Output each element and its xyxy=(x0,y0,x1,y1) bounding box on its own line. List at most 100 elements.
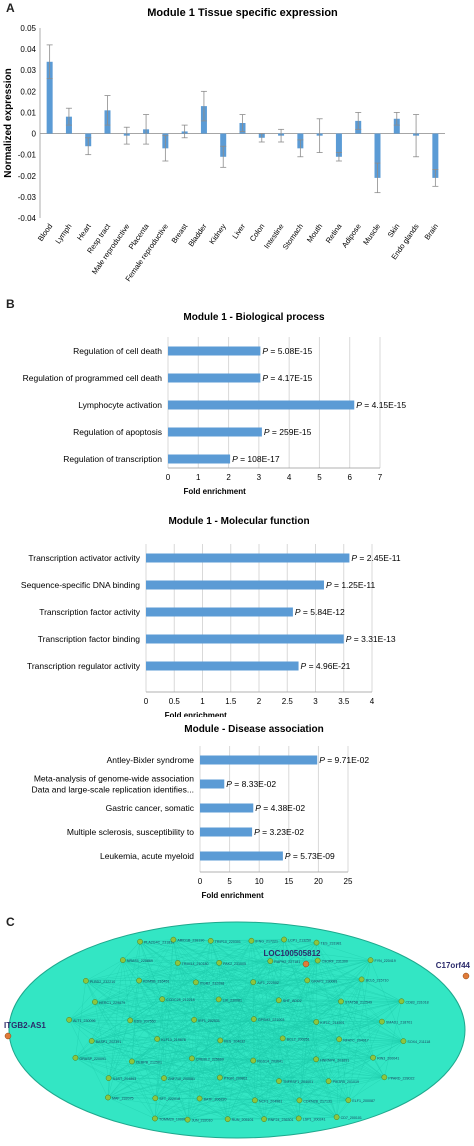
x-tick-label: 3.5 xyxy=(338,697,350,706)
network-edge xyxy=(94,1001,200,1099)
node-label: KIF1C_214591 xyxy=(320,1021,344,1025)
node-label: AIF1_222002 xyxy=(257,981,279,985)
network-edge xyxy=(131,1061,228,1120)
hub-label: ITGB2-AS1 xyxy=(4,1021,46,1030)
p-value: = 4.17E-15 xyxy=(268,373,312,383)
p-value-label: P = 5.73E-09 xyxy=(285,851,335,861)
node-label: ARID1B_238190 xyxy=(177,939,204,943)
y-tick-label: -0.03 xyxy=(18,193,37,202)
biological-process-chart: Module 1 - Biological process 0 1 2 3 4 5 6 7 Fol… xyxy=(23,312,407,496)
network-edge xyxy=(163,939,174,1079)
node-label: SHT_ADD2 xyxy=(283,999,302,1003)
network-edge xyxy=(254,1080,280,1101)
hub-label: C17orf44 xyxy=(436,961,471,970)
bar xyxy=(168,454,231,464)
category-label: Regulation of apoptosis xyxy=(73,427,162,437)
p-value-label: P = 9.71E-02 xyxy=(319,755,369,765)
category-label: Transcription factor binding xyxy=(38,634,140,644)
x-tick-label: 6 xyxy=(347,473,352,482)
network-edge xyxy=(138,980,200,1099)
network-edge xyxy=(278,939,285,1001)
network-edge xyxy=(253,1019,337,1118)
network-edge xyxy=(307,960,318,981)
network-node xyxy=(216,959,222,966)
node-label: NCF1_204961 xyxy=(259,1099,282,1103)
network-node xyxy=(152,1115,158,1122)
network-edge xyxy=(91,1040,156,1119)
node-label: TES_231981 xyxy=(321,942,342,946)
x-tick-label: Blood xyxy=(36,222,54,243)
network-edge xyxy=(131,940,211,1062)
network-edge xyxy=(69,1019,228,1120)
node-label: RIN3_200041 xyxy=(377,1057,399,1061)
node-label: FYN_220419 xyxy=(375,959,396,963)
network-edge xyxy=(218,960,371,1000)
network-edge xyxy=(220,982,254,1041)
node-label: PLBD2_232210 xyxy=(90,980,115,984)
network-node xyxy=(313,939,320,946)
node-label: PTGR_209811 xyxy=(224,1077,248,1081)
network-edge xyxy=(195,982,402,1002)
x-tick-label: Skin xyxy=(386,222,402,239)
node-label: GRASP_220091 xyxy=(79,1057,106,1061)
network-edge xyxy=(122,959,178,964)
p-value-label: P = 1.25E-11 xyxy=(326,580,375,590)
network-node xyxy=(313,1019,320,1025)
panel-c-label: C xyxy=(6,915,15,929)
network-edge xyxy=(253,1060,349,1101)
panel-a-label: A xyxy=(6,1,15,15)
network-edge xyxy=(253,982,265,1120)
bar xyxy=(432,133,439,178)
network-node xyxy=(217,1037,224,1044)
network-edge xyxy=(195,982,256,1101)
node-label: BCL6_215710 xyxy=(366,978,389,982)
network-edge xyxy=(278,1080,337,1118)
network-edge xyxy=(75,980,86,1058)
network-edge xyxy=(283,939,329,1082)
node-label: IFNG_217221 xyxy=(255,940,278,944)
network-edge xyxy=(91,1040,385,1078)
network-edge xyxy=(107,960,123,1098)
network-node xyxy=(261,1116,267,1122)
network-edge xyxy=(130,1020,385,1078)
node-label: FES_204032 xyxy=(224,1039,245,1043)
network-edge xyxy=(284,939,402,1002)
network-edge xyxy=(199,1057,374,1099)
network-edge xyxy=(91,1040,300,1101)
bar xyxy=(168,400,355,410)
bar xyxy=(146,580,324,590)
x-tick-label: Brain xyxy=(423,222,440,242)
network-edge xyxy=(85,959,123,981)
network-edge xyxy=(199,1098,337,1118)
network-edge xyxy=(381,1021,404,1042)
network-edge xyxy=(194,1019,349,1101)
network-edge xyxy=(298,980,308,1119)
network-edge xyxy=(199,1098,255,1101)
network-edge xyxy=(122,960,228,1120)
network-edge xyxy=(177,962,308,981)
network-edge xyxy=(75,1040,92,1058)
network-edge xyxy=(162,960,318,1000)
network-edge xyxy=(219,939,285,1078)
network-edge xyxy=(254,961,271,1101)
network-edge xyxy=(219,962,362,980)
network-edge xyxy=(191,1058,254,1061)
network-edge xyxy=(130,940,252,1021)
x-tick-label: 4 xyxy=(287,473,292,482)
network-edge xyxy=(130,939,174,1021)
network-edge xyxy=(85,980,340,1040)
network-edge xyxy=(317,960,340,1040)
disease-association-chart: Module - Disease association 0 5 10 15 20 25 Fo… xyxy=(31,724,369,900)
network-edge xyxy=(251,939,285,941)
category-label: Data and large-scale replication identif… xyxy=(31,785,194,795)
bar xyxy=(200,827,253,837)
node-label: TNFRSF1_204001 xyxy=(283,1080,313,1084)
network-edge xyxy=(75,1057,109,1079)
network-edge xyxy=(199,1081,329,1099)
network-edge xyxy=(282,1038,300,1101)
network-edge xyxy=(264,1118,299,1120)
network-node xyxy=(191,1016,197,1023)
network-edge xyxy=(177,962,300,1101)
network-node xyxy=(338,998,344,1005)
node-label: EDS_207560 xyxy=(134,1019,155,1023)
